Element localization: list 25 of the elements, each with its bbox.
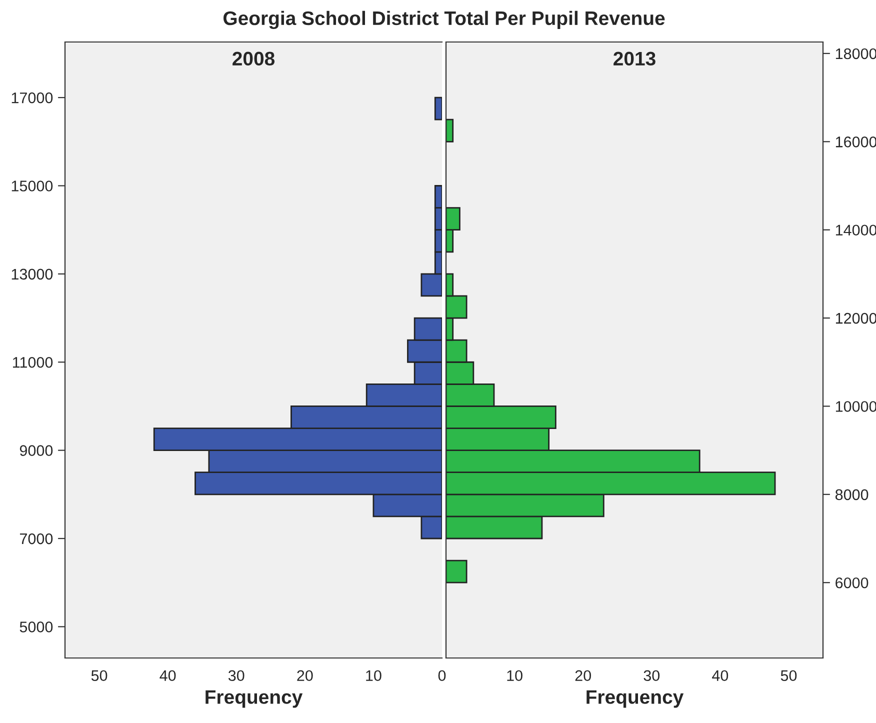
chart-subtitle: 2008 xyxy=(232,52,275,66)
y-tick-label: 15000 xyxy=(12,180,53,192)
x-tick-label: 20 xyxy=(297,670,313,682)
x-tick-label: 40 xyxy=(712,670,728,682)
x-tick-label: 30 xyxy=(228,670,244,682)
x-tick-label: 50 xyxy=(780,670,797,682)
x-tick-label: 10 xyxy=(507,670,522,682)
y-tick-label: 5000 xyxy=(20,622,53,632)
chart-subtitle: 2013 xyxy=(614,52,656,66)
chart-title: Georgia School District Total Per Pupil Revenue xyxy=(223,10,665,30)
y-tick-label: 8000 xyxy=(835,489,868,500)
x-tick-label: 10 xyxy=(366,670,382,682)
x-axis-title: Frequency xyxy=(586,690,684,708)
x-tick-label: 0 xyxy=(438,670,446,682)
x-axis-title: Frequency xyxy=(206,690,303,708)
x-tick-label: 30 xyxy=(644,670,660,682)
x-tick-label: 50 xyxy=(91,670,108,682)
y-tick-label: 6000 xyxy=(836,577,868,588)
y-tick-label: 17000 xyxy=(12,92,53,104)
x-tick-label: 20 xyxy=(575,670,591,682)
x-tick-label: 40 xyxy=(160,670,176,682)
y-tick-label: 11000 xyxy=(13,356,53,368)
y-tick-label: 7000 xyxy=(20,533,53,544)
y-tick-label: 9000 xyxy=(20,445,53,456)
y-tick-label: 13000 xyxy=(12,268,53,280)
